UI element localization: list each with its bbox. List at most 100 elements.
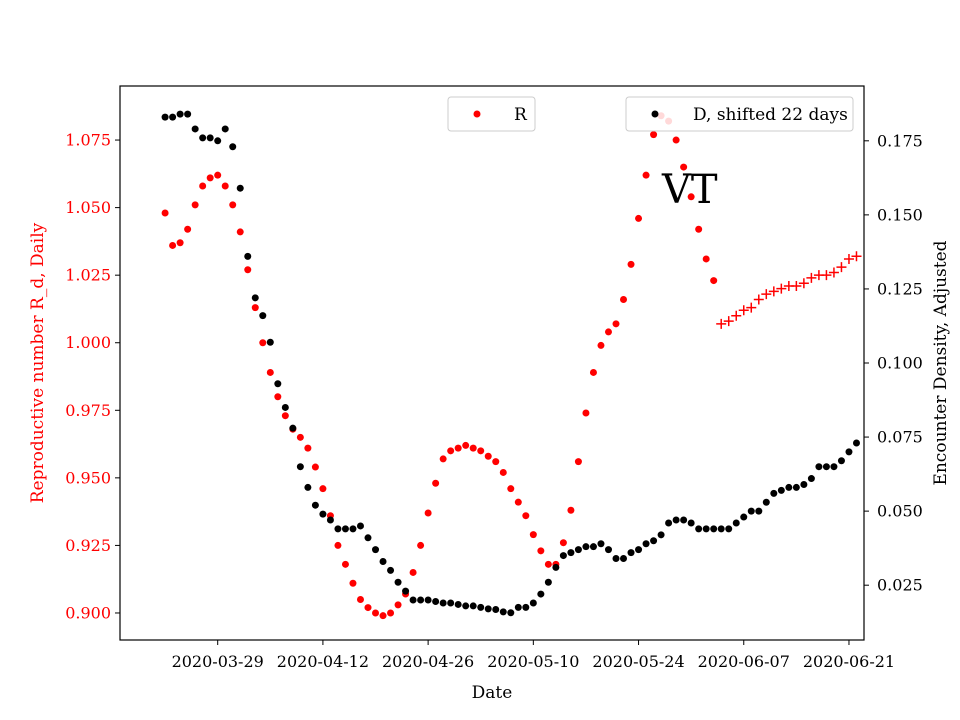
x-tick-label: 2020-05-24 [592, 652, 684, 671]
data-point [289, 424, 297, 432]
data-point [394, 578, 402, 586]
data-point [259, 339, 267, 347]
legend-r-marker [473, 110, 481, 118]
data-point [776, 283, 787, 294]
data-point [716, 318, 727, 329]
data-point [522, 603, 530, 611]
y-right-tick-label: 0.075 [877, 428, 923, 447]
data-point [731, 310, 742, 321]
data-point [642, 171, 650, 179]
data-point [387, 609, 395, 617]
y-left-tick-label: 1.000 [65, 333, 111, 352]
data-point [244, 266, 252, 274]
data-point [695, 225, 703, 233]
y-left-tick-label: 0.950 [65, 468, 111, 487]
series-r-plus [716, 251, 862, 329]
data-point [447, 599, 455, 607]
data-point [559, 552, 567, 560]
data-point [791, 280, 802, 291]
y-left-tick-label: 0.975 [65, 401, 111, 420]
x-tick-label: 2020-06-07 [698, 652, 790, 671]
data-point [537, 547, 545, 555]
axes: 2020-03-29 2020-04-12 2020-04-26 2020-05-10… [65, 131, 923, 671]
data-point [559, 539, 567, 547]
data-point [349, 579, 357, 587]
data-point [206, 174, 214, 182]
data-point [627, 260, 635, 268]
data-point [454, 600, 462, 608]
data-point [259, 312, 267, 320]
x-tick-label: 2020-04-12 [277, 652, 369, 671]
data-point [777, 486, 785, 494]
data-point [843, 253, 854, 264]
series-r-dot [161, 112, 718, 620]
data-point [620, 295, 628, 303]
data-point [402, 587, 410, 595]
data-point [462, 602, 470, 610]
data-point [620, 555, 628, 563]
data-point [574, 546, 582, 554]
data-point [387, 566, 395, 574]
data-point [687, 193, 695, 201]
data-point [199, 182, 207, 190]
data-point [597, 540, 605, 548]
data-point [792, 483, 800, 491]
data-point [266, 368, 274, 376]
data-point [191, 125, 199, 133]
data-point [544, 560, 552, 568]
data-point [604, 546, 612, 554]
data-point [229, 201, 237, 209]
data-point [717, 525, 725, 533]
data-point [236, 184, 244, 192]
data-point [612, 555, 620, 563]
y-left-tick-label: 1.075 [65, 131, 111, 150]
data-point [589, 543, 597, 551]
data-point [732, 519, 740, 527]
data-point [492, 605, 500, 613]
data-point [806, 272, 817, 283]
data-point [723, 316, 734, 327]
y-right-tick-label: 0.175 [877, 131, 923, 150]
data-point [214, 137, 222, 145]
data-point [191, 201, 199, 209]
data-point [499, 468, 507, 476]
data-point [424, 509, 432, 517]
data-point [409, 596, 417, 604]
data-point [574, 458, 582, 466]
data-point [379, 612, 387, 620]
data-point [432, 479, 440, 487]
data-point [281, 412, 289, 420]
data-point [477, 603, 485, 611]
data-point [439, 455, 447, 463]
data-point [680, 516, 688, 524]
data-point [341, 560, 349, 568]
data-point [341, 525, 349, 533]
data-point [356, 595, 364, 603]
legend-d: D, shifted 22 days [625, 96, 854, 132]
series-d-dot [161, 110, 860, 617]
data-point [589, 368, 597, 376]
data-point [851, 251, 862, 262]
data-point [852, 439, 860, 447]
data-point [454, 444, 462, 452]
data-point [770, 489, 778, 497]
data-point [529, 599, 537, 607]
data-point [657, 531, 665, 539]
annotation-vt: VT [661, 167, 718, 213]
y-left-tick-label: 0.900 [65, 603, 111, 622]
data-point [304, 444, 312, 452]
data-point [514, 603, 522, 611]
data-point [612, 320, 620, 328]
data-point [221, 125, 229, 133]
data-point [409, 568, 417, 576]
data-point [702, 525, 710, 533]
data-point [746, 302, 757, 313]
data-point [281, 403, 289, 411]
data-point [169, 241, 177, 249]
data-point [334, 525, 342, 533]
plot-area [161, 110, 862, 620]
data-point [702, 255, 710, 263]
data-point [672, 136, 680, 144]
data-point [379, 557, 387, 565]
data-point [484, 605, 492, 613]
